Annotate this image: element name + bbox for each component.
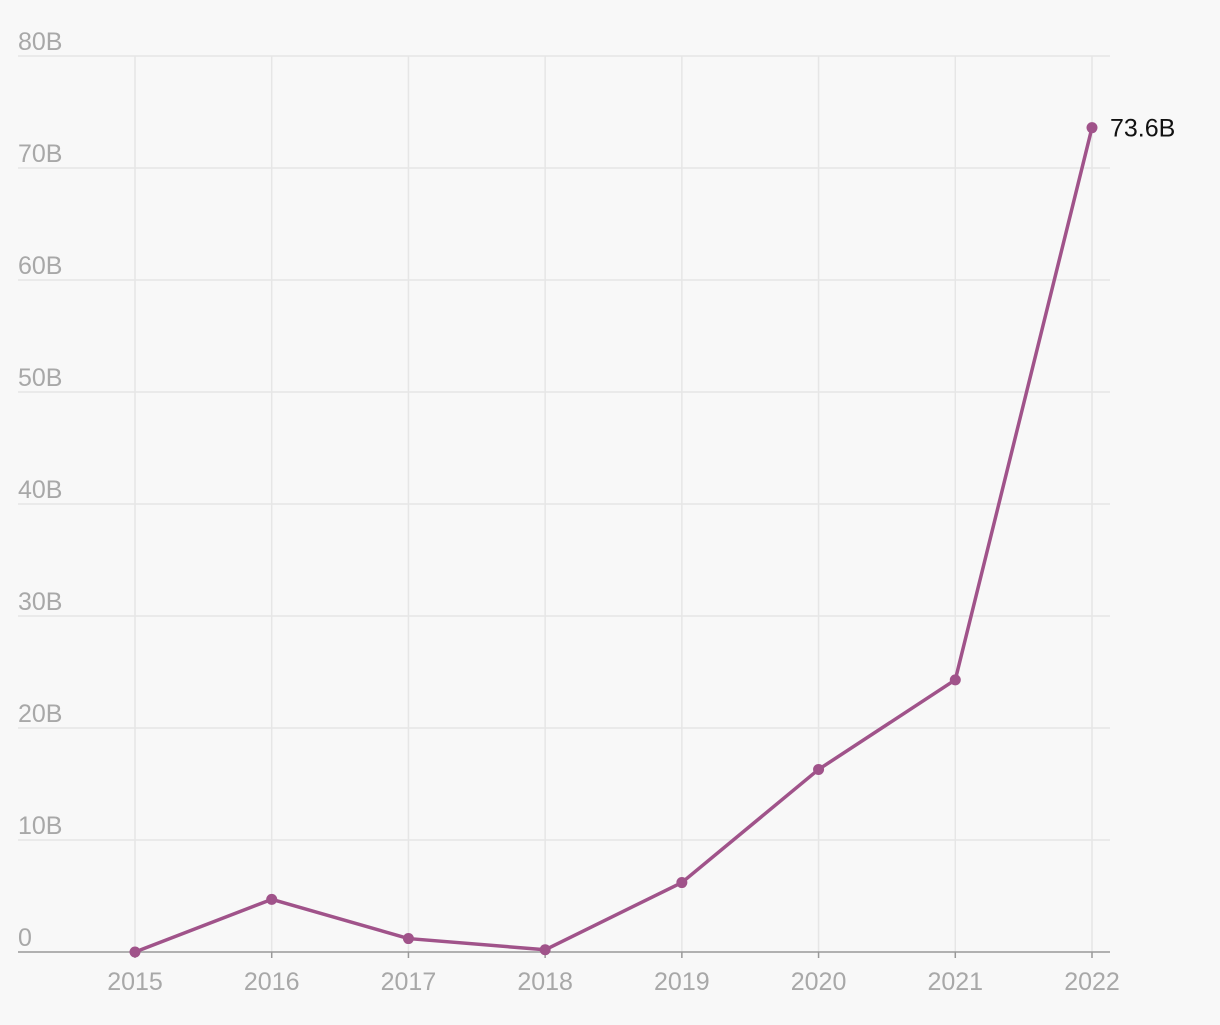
x-tick-label: 2018 <box>517 968 573 996</box>
x-tick-label: 2022 <box>1064 968 1120 996</box>
y-tick-label: 60B <box>18 252 62 280</box>
series-layer <box>129 122 1098 958</box>
data-point[interactable] <box>813 763 825 775</box>
data-point[interactable] <box>1086 122 1098 134</box>
y-tick-label: 80B <box>18 28 62 56</box>
y-tick-label: 70B <box>18 140 62 168</box>
x-tick-label: 2019 <box>654 968 710 996</box>
y-tick-label: 20B <box>18 700 62 728</box>
y-tick-label: 40B <box>18 476 62 504</box>
x-tick-label: 2020 <box>791 968 847 996</box>
data-label: 73.6B <box>1110 115 1175 143</box>
y-tick-label: 0 <box>18 924 32 952</box>
x-tick-label: 2016 <box>244 968 300 996</box>
label-layer: 0 10B 20B 30B 40B 50B 60B 70B 80B 2015 2016 2017 201… <box>18 28 1175 996</box>
data-point[interactable] <box>129 946 141 958</box>
x-tick-label: 2021 <box>927 968 983 996</box>
x-tick-label: 2015 <box>107 968 163 996</box>
series-line <box>133 125 1094 954</box>
grid-layer <box>18 55 1110 952</box>
x-tick-label: 2017 <box>381 968 437 996</box>
axis-layer <box>18 951 1110 958</box>
y-tick-label: 30B <box>18 588 62 616</box>
data-point[interactable] <box>402 933 414 945</box>
y-tick-label: 10B <box>18 812 62 840</box>
data-point[interactable] <box>266 893 278 905</box>
data-point[interactable] <box>676 877 688 889</box>
data-point[interactable] <box>539 944 551 956</box>
y-tick-label: 50B <box>18 364 62 392</box>
data-point[interactable] <box>949 674 961 686</box>
